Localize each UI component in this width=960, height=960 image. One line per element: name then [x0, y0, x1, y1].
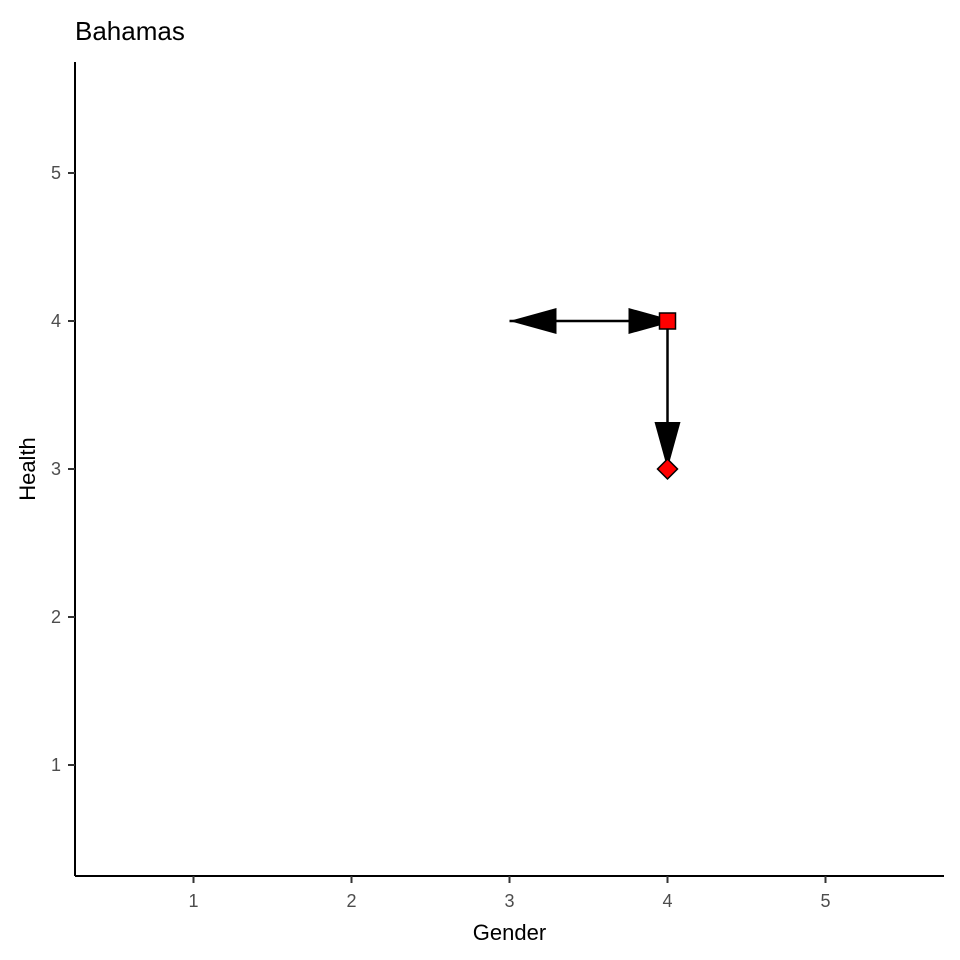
y-tick-label: 5: [51, 163, 61, 183]
chart-title: Bahamas: [75, 16, 185, 46]
x-ticks: 1 2 3 4 5: [188, 876, 831, 911]
arrows: [509, 308, 681, 469]
y-tick-label: 4: [51, 311, 61, 331]
y-ticks: 1 2 3 4 5: [51, 163, 75, 775]
arrow-head: [654, 422, 681, 469]
point-square: [658, 312, 677, 330]
point-diamond: [656, 457, 679, 481]
x-tick-label: 3: [504, 891, 514, 911]
x-tick-label: 5: [820, 891, 830, 911]
x-tick-label: 1: [188, 891, 198, 911]
y-tick-label: 3: [51, 459, 61, 479]
y-tick-label: 2: [51, 607, 61, 627]
x-tick-label: 2: [346, 891, 356, 911]
arrow-head: [509, 308, 557, 334]
x-axis-title: Gender: [473, 920, 546, 945]
points: [656, 312, 679, 481]
arrow-head: [628, 308, 676, 334]
y-axis-title: Health: [15, 437, 40, 501]
x-tick-label: 4: [662, 891, 672, 911]
y-tick-label: 1: [51, 755, 61, 775]
